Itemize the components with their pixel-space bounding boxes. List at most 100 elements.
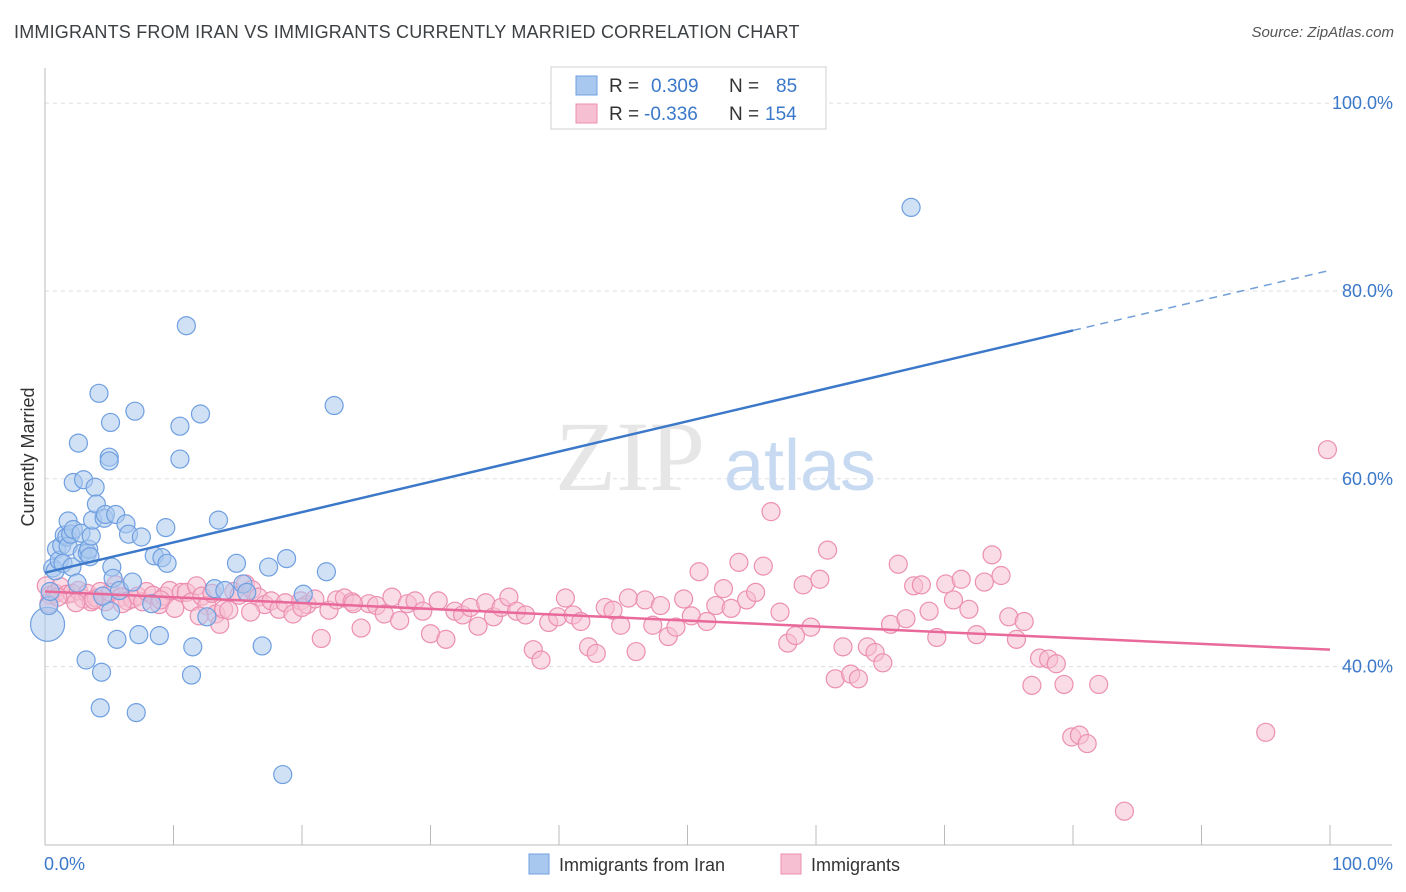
point-immigrants-from-iran [273, 764, 293, 785]
point-immigrants-from-iran [149, 625, 169, 646]
point-immigrants-from-iran [85, 477, 105, 497]
point-immigrants [66, 593, 86, 613]
legend-n-value-1: 85 [776, 76, 797, 97]
y-axis-label: Currently Married [18, 387, 38, 526]
y-tick-label: 100.0% [1332, 93, 1393, 113]
point-immigrants [611, 615, 631, 635]
point-immigrants-from-iran [276, 548, 297, 569]
point-immigrants [343, 594, 363, 614]
bottom-legend: Immigrants from Iran Immigrants [528, 853, 900, 875]
point-immigrants [721, 598, 741, 618]
point-immigrants-from-iran [90, 698, 110, 718]
point-immigrants-from-iran [197, 607, 217, 627]
point-immigrants-from-iran [181, 665, 202, 685]
point-immigrants [586, 643, 606, 664]
point-immigrants-from-iran [131, 527, 151, 547]
point-immigrants-from-iran [170, 449, 190, 469]
x-tick-label: 0.0% [44, 854, 85, 874]
legend-n-label-2: N = [729, 104, 759, 125]
point-immigrants [919, 601, 939, 621]
point-immigrants [643, 615, 663, 635]
point-immigrants [729, 552, 749, 572]
point-immigrants [531, 650, 551, 670]
legend-n-value-2: 154 [765, 104, 797, 125]
point-immigrants [761, 502, 781, 522]
point-immigrants [603, 600, 623, 620]
point-immigrants-from-iran [107, 629, 127, 649]
point-immigrants-from-iran [190, 404, 211, 424]
point-immigrants-from-iran [91, 662, 112, 682]
trend-lines [44, 269, 1331, 651]
point-immigrants-from-iran [215, 580, 235, 601]
axes [44, 68, 1392, 846]
point-immigrants [810, 569, 830, 589]
point-immigrants-from-iran [125, 401, 145, 421]
point-immigrants [713, 579, 734, 599]
point-immigrants [746, 582, 766, 603]
y-tick-labels: 40.0% 60.0% 80.0% 100.0% [1332, 93, 1393, 676]
point-immigrants [1014, 611, 1034, 632]
point-immigrants-from-iran [316, 562, 337, 582]
point-immigrants [413, 601, 433, 621]
y-tick-label: 60.0% [1342, 469, 1393, 489]
point-immigrants-from-iran [100, 601, 121, 621]
point-immigrants [1046, 654, 1066, 674]
point-immigrants-from-iran [89, 383, 109, 403]
point-immigrants [428, 591, 448, 611]
point-immigrants-from-iran [157, 553, 177, 573]
legend-r-value-1: 0.309 [651, 76, 699, 97]
point-immigrants [351, 618, 371, 638]
point-immigrants [896, 609, 916, 629]
trend-line-immigrants [44, 590, 1331, 651]
point-immigrants [1089, 674, 1109, 695]
point-immigrants-from-iran [142, 594, 162, 614]
point-immigrants-from-iran [122, 572, 142, 592]
point-immigrants [770, 602, 790, 622]
y-tick-label: 40.0% [1342, 657, 1393, 677]
point-immigrants [911, 575, 931, 595]
point-immigrants [666, 617, 686, 637]
point-immigrants [311, 628, 331, 649]
point-immigrants-from-iran [208, 510, 229, 530]
point-immigrants [982, 545, 1002, 565]
point-immigrants [959, 599, 979, 619]
chart-source: Source: ZipAtlas.com [1251, 24, 1394, 41]
point-immigrants [390, 610, 410, 631]
point-immigrants [793, 575, 813, 595]
point-immigrants [1077, 733, 1097, 754]
chart-title: IMMIGRANTS FROM IRAN VS IMMIGRANTS CURRE… [14, 22, 800, 42]
point-immigrants [515, 605, 536, 625]
point-immigrants-from-iran [237, 582, 257, 603]
point-immigrants-from-iran [170, 416, 190, 436]
point-immigrants [1317, 440, 1338, 460]
legend-swatch-blue [575, 75, 598, 96]
trend-line-immigrants-from-iran [44, 329, 1074, 574]
point-immigrants-from-iran [226, 553, 247, 573]
point-immigrants [555, 588, 576, 608]
point-immigrants-from-iran [100, 412, 121, 433]
point-immigrants [241, 602, 261, 622]
point-immigrants [618, 588, 638, 608]
bottom-legend-label-immigrants: Immigrants [811, 855, 900, 875]
point-immigrants [674, 589, 694, 609]
watermark-atlas: atlas [724, 426, 876, 506]
point-immigrants-from-iran [129, 625, 149, 645]
x-tick-label: 100.0% [1332, 854, 1393, 874]
series-immigrants-from-iran [29, 197, 921, 785]
point-immigrants [888, 554, 908, 574]
point-immigrants [689, 562, 709, 582]
point-immigrants-from-iran [156, 518, 176, 538]
legend: R = 0.309 N = 85 R = -0.336 N = 154 [550, 66, 827, 130]
point-immigrants [650, 595, 671, 616]
point-immigrants [219, 600, 239, 620]
trend-line-immigrants-from-iran-projection [1072, 269, 1331, 332]
grid-lines [45, 102, 1392, 668]
point-immigrants [468, 616, 488, 636]
point-immigrants [1114, 801, 1135, 821]
point-immigrants [436, 629, 456, 649]
point-immigrants-from-iran [324, 395, 344, 416]
point-immigrants-from-iran [68, 433, 89, 453]
point-immigrants-from-iran [81, 526, 101, 546]
point-immigrants-from-iran [252, 636, 272, 656]
